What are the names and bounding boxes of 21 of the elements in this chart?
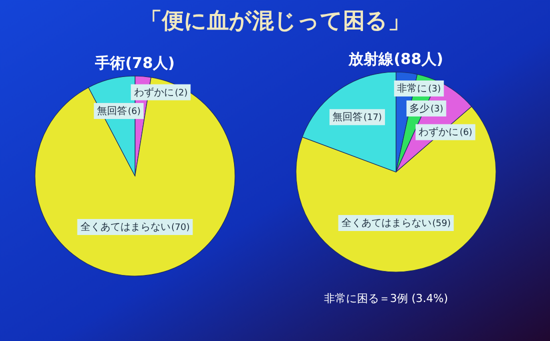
slice-label: 全くあてはまらない [80, 221, 170, 233]
data-label: (3) [430, 104, 444, 114]
chart-subtitle: 放射線(88人) [348, 50, 444, 68]
data-label: (59) [432, 219, 451, 229]
data-label: (70) [171, 223, 190, 233]
chart-title: 「便に血が混じって困る」 [140, 9, 410, 34]
slice-label: 全くあてはまらない [341, 217, 432, 229]
data-label: (17) [363, 113, 382, 124]
slice-label: 無回答 [96, 104, 127, 117]
text: 非常に困る＝3例 (3.4%) [324, 292, 448, 305]
pie-slice [34, 76, 236, 276]
slice-label: 非常に [397, 82, 428, 94]
chart-subtitle: 手術(78人) [94, 54, 175, 72]
data-label: (3) [428, 84, 441, 94]
data-label: (6) [460, 128, 472, 138]
slice-label: わずかに [418, 126, 459, 138]
slice-label: わずかに [134, 86, 174, 98]
data-label: (6) [128, 106, 141, 117]
data-label: (2) [174, 88, 188, 98]
slice-label: 無回答 [332, 111, 362, 124]
slice-label: 多少 [409, 102, 430, 114]
